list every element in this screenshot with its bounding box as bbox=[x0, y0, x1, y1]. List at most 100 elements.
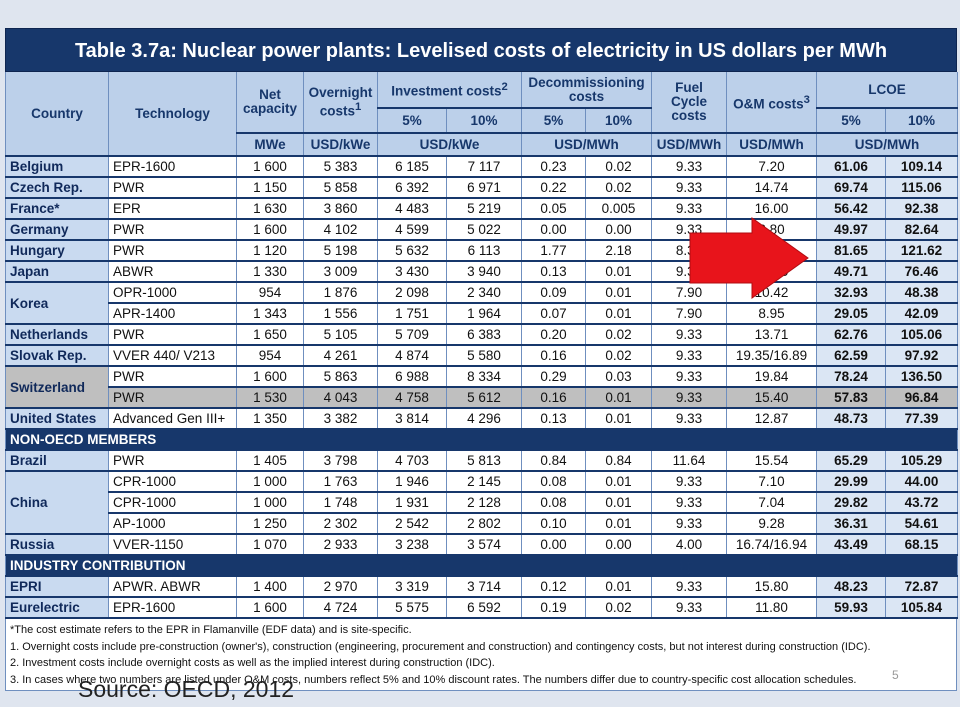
technology-cell: PWR bbox=[108, 450, 237, 472]
value-cell: 0.00 bbox=[521, 534, 586, 556]
value-cell: 92.38 bbox=[885, 198, 959, 220]
value-cell: 9.33 bbox=[651, 492, 728, 514]
value-cell: 0.01 bbox=[584, 303, 653, 325]
value-cell: 1 751 bbox=[377, 303, 447, 325]
value-cell: 15.54 bbox=[726, 450, 818, 472]
value-cell: 43.49 bbox=[816, 534, 887, 556]
value-cell: 5 612 bbox=[446, 387, 522, 409]
value-cell: 29.84 bbox=[726, 240, 818, 262]
page-number: 5 bbox=[892, 668, 899, 682]
value-cell: 0.005 bbox=[584, 198, 653, 220]
value-cell: 44.00 bbox=[885, 471, 959, 493]
technology-cell: EPR bbox=[108, 198, 237, 220]
value-cell: 9.33 bbox=[651, 345, 728, 367]
value-cell: 5 022 bbox=[446, 219, 522, 241]
value-cell: 0.02 bbox=[584, 177, 653, 199]
value-cell: 1 350 bbox=[236, 408, 304, 430]
section-row: NON-OECD MEMBERS bbox=[4, 429, 959, 451]
value-cell: 2 145 bbox=[446, 471, 522, 493]
header-cell: USD/MWh bbox=[651, 133, 728, 157]
value-cell: 0.02 bbox=[584, 324, 653, 346]
value-cell: 29.82 bbox=[816, 492, 887, 514]
value-cell: 9.33 bbox=[651, 156, 728, 178]
value-cell: 8.33 bbox=[651, 240, 728, 262]
data-row: EPRI APWR. ABWR 1 400 2 970 3 319 3 714 0.12 0.… bbox=[5, 576, 959, 598]
value-cell: 0.29 bbox=[521, 366, 586, 388]
country-cell: Netherlands bbox=[5, 324, 109, 346]
value-cell: 1 600 bbox=[236, 156, 304, 178]
value-cell: 56.42 bbox=[816, 198, 887, 220]
header-row: 5% 10% 5% 10% 5% 10% bbox=[6, 108, 959, 134]
data-row: PWR 1 530 4 043 4 758 5 612 0.16 0.01 9.33 15.40… bbox=[6, 387, 959, 409]
value-cell: 0.20 bbox=[521, 324, 586, 346]
value-cell: 0.12 bbox=[521, 576, 586, 598]
value-cell: 7.90 bbox=[651, 303, 728, 325]
value-cell: 1 630 bbox=[236, 198, 304, 220]
data-row: APR-1400 1 343 1 556 1 751 1 964 0.07 0.01 7.90… bbox=[6, 303, 959, 325]
header-text: 5% bbox=[841, 112, 861, 128]
value-cell: 1 070 bbox=[236, 534, 304, 556]
header-text: LCOE bbox=[868, 81, 906, 97]
value-cell: 954 bbox=[236, 345, 304, 367]
value-cell: 0.02 bbox=[584, 156, 653, 178]
value-cell: 5 219 bbox=[446, 198, 522, 220]
value-cell: 7 117 bbox=[446, 156, 522, 178]
value-cell: 8.80 bbox=[726, 219, 818, 241]
value-cell: 1.77 bbox=[521, 240, 586, 262]
cost-table: Country Technology Net capacity Overnight c… bbox=[4, 72, 959, 619]
value-cell: 105.84 bbox=[885, 597, 959, 619]
value-cell: 0.08 bbox=[521, 492, 586, 514]
value-cell: 6 392 bbox=[377, 177, 447, 199]
technology-cell: PWR bbox=[108, 324, 237, 346]
header-cell: USD/kWe bbox=[303, 133, 378, 157]
value-cell: 8 334 bbox=[446, 366, 522, 388]
value-cell: 1 600 bbox=[236, 366, 304, 388]
header-text: 5% bbox=[402, 112, 422, 128]
value-cell: 136.50 bbox=[885, 366, 959, 388]
value-cell: 36.31 bbox=[816, 513, 887, 535]
footnote: 3. In cases where two numbers are listed… bbox=[10, 673, 857, 686]
technology-cell: VVER-1150 bbox=[108, 534, 237, 556]
value-cell: 3 238 bbox=[377, 534, 447, 556]
value-cell: 5 813 bbox=[446, 450, 522, 472]
data-row: Slovak Rep. VVER 440/ V213 954 4 261 4 874 5 … bbox=[5, 345, 959, 367]
value-cell: 7.10 bbox=[726, 471, 818, 493]
value-cell: 48.23 bbox=[816, 576, 887, 598]
data-row: Netherlands PWR 1 650 5 105 5 709 6 383 0.20 0.… bbox=[5, 324, 959, 346]
value-cell: 6 988 bbox=[377, 366, 447, 388]
header-cell: 10% bbox=[584, 108, 653, 134]
value-cell: 2 302 bbox=[303, 513, 378, 535]
value-cell: 4 261 bbox=[303, 345, 378, 367]
header-cell: Technology bbox=[108, 72, 237, 157]
value-cell: 954 bbox=[236, 282, 304, 304]
technology-cell: AP-1000 bbox=[108, 513, 237, 535]
value-cell: 1 150 bbox=[236, 177, 304, 199]
technology-cell: EPR-1600 bbox=[108, 597, 237, 619]
data-row: France* EPR 1 630 3 860 4 483 5 219 0.05 0.005 9… bbox=[5, 198, 959, 220]
value-cell: 0.01 bbox=[584, 471, 653, 493]
value-cell: 1 964 bbox=[446, 303, 522, 325]
data-row: Japan ABWR 1 330 3 009 3 430 3 940 0.13 0.01 9.3… bbox=[5, 261, 959, 283]
value-cell: 15.40 bbox=[726, 387, 818, 409]
value-cell: 78.24 bbox=[816, 366, 887, 388]
value-cell: 5 632 bbox=[377, 240, 447, 262]
value-cell: 43.72 bbox=[885, 492, 959, 514]
data-row: United States Advanced Gen III+ 1 350 3 382… bbox=[5, 408, 959, 430]
value-cell: 32.93 bbox=[816, 282, 887, 304]
value-cell: 4 703 bbox=[377, 450, 447, 472]
value-cell: 3 319 bbox=[377, 576, 447, 598]
header-text: USD/kWe bbox=[419, 136, 480, 152]
header-cell: O&M costs3 bbox=[726, 72, 818, 134]
technology-cell: APR-1400 bbox=[108, 303, 237, 325]
technology-cell: CPR-1000 bbox=[108, 492, 237, 514]
value-cell: 0.03 bbox=[584, 366, 653, 388]
value-cell: 7.20 bbox=[726, 156, 818, 178]
country-cell: Japan bbox=[5, 261, 109, 283]
value-cell: 3 860 bbox=[303, 198, 378, 220]
header-text: 10% bbox=[470, 112, 498, 128]
value-cell: 4 483 bbox=[377, 198, 447, 220]
value-cell: 59.93 bbox=[816, 597, 887, 619]
data-row: Eurelectric EPR-1600 1 600 4 724 5 575 6 592 0… bbox=[5, 597, 959, 619]
data-row: China CPR-1000 1 000 1 763 1 946 2 145 0.08 0.0… bbox=[5, 471, 959, 535]
value-cell: 68.15 bbox=[885, 534, 959, 556]
